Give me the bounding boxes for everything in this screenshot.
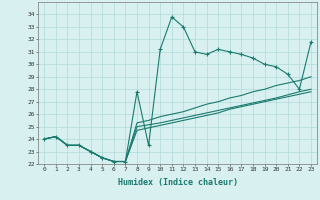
X-axis label: Humidex (Indice chaleur): Humidex (Indice chaleur) [118,178,238,187]
